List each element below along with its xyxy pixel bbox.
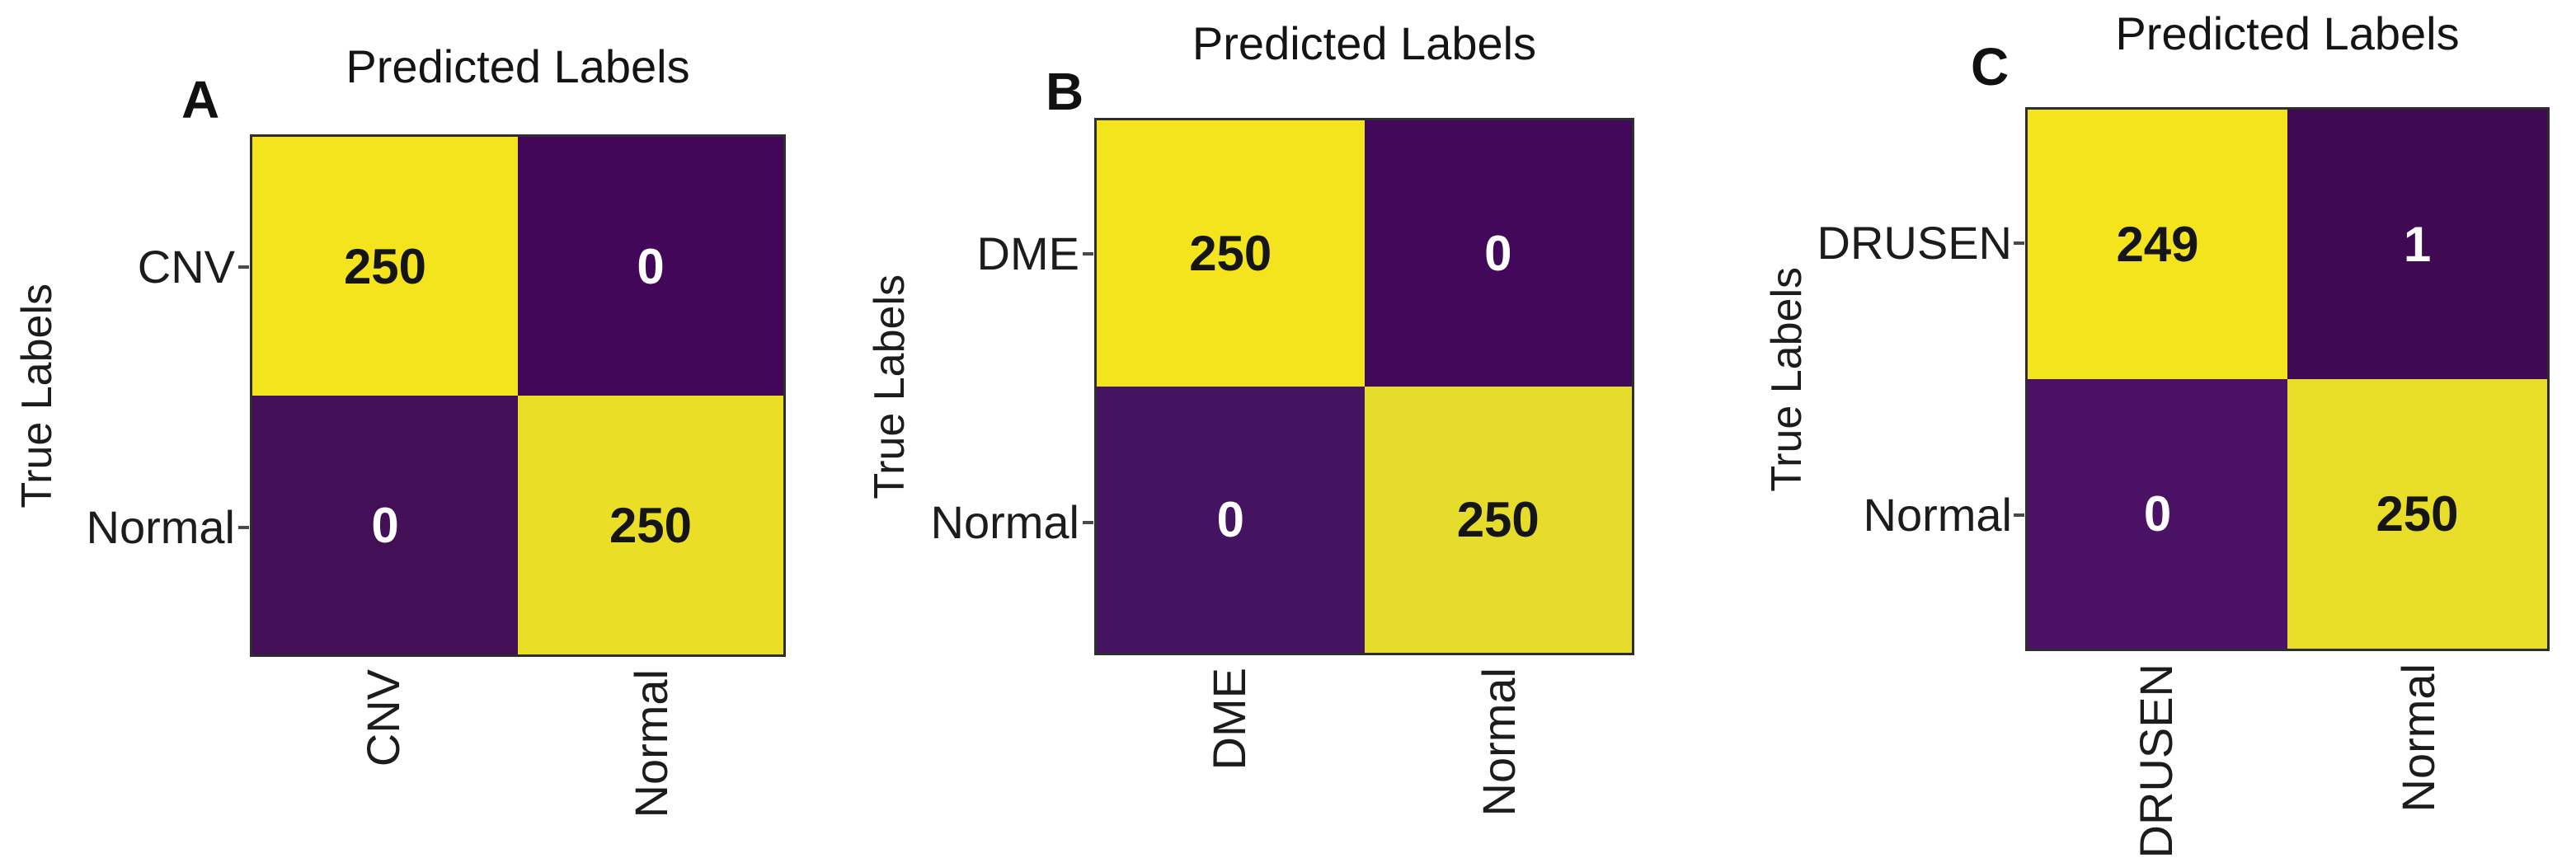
matrix-cell-false-positive: 0 <box>252 396 518 654</box>
matrix-cell-false-negative: 1 <box>2287 110 2547 379</box>
matrix-cell-false-positive: 0 <box>2028 379 2287 649</box>
panel-letter-a: A <box>181 70 220 129</box>
cell-value: 250 <box>2376 486 2459 542</box>
true-labels-text: True Labels <box>13 283 61 509</box>
tick-mark <box>1083 521 1093 524</box>
col-label-text: CNV <box>356 669 409 767</box>
cell-value: 0 <box>371 497 399 553</box>
panel-letter-b: B <box>1046 62 1084 121</box>
tick-mark <box>2014 513 2024 517</box>
matrix-cell-true-negative: 250 <box>1364 387 1632 653</box>
matrix-cell-false-negative: 0 <box>1364 120 1632 387</box>
confusion-matrix-panel-b: B Predicted Labels True Labels DME Norma… <box>866 0 1732 849</box>
matrix-cell-false-negative: 0 <box>518 137 783 396</box>
row-tick-label-drusen: DRUSEN <box>1817 217 2012 269</box>
cell-value: 250 <box>609 497 693 553</box>
true-labels-text: True Labels <box>866 274 914 499</box>
cell-value: 250 <box>1456 492 1539 547</box>
matrix-cell-true-negative: 250 <box>518 396 783 654</box>
true-labels-axis-label: True Labels <box>866 118 914 655</box>
cell-value: 250 <box>1189 226 1272 281</box>
cell-value: 249 <box>2116 217 2199 272</box>
tick-mark <box>238 526 249 529</box>
predicted-labels-title: Predicted Labels <box>1192 17 1537 69</box>
col-label-text: DME <box>1202 668 1255 771</box>
cell-value: 250 <box>343 238 427 294</box>
col-label-text: Normal <box>1472 668 1525 817</box>
confusion-matrix-panel-a: A Predicted Labels True Labels CNV Norma… <box>0 0 866 849</box>
predicted-labels-title: Predicted Labels <box>2115 7 2460 59</box>
row-tick-label-dme: DME <box>976 227 1079 279</box>
col-label-text: Normal <box>624 669 677 818</box>
col-tick-label-dme: DME <box>1200 668 1259 770</box>
col-tick-label-normal: Normal <box>1469 668 1529 816</box>
row-tick-label-normal: Normal <box>930 496 1079 548</box>
col-label-text: DRUSEN <box>2129 663 2182 858</box>
tick-mark <box>2014 241 2024 245</box>
cell-value: 0 <box>1216 492 1244 547</box>
matrix-cell-true-positive: 250 <box>1097 120 1365 387</box>
confusion-matrix-grid: 249 1 0 250 <box>2025 107 2550 651</box>
col-tick-label-drusen: DRUSEN <box>2127 663 2186 858</box>
cell-value: 0 <box>637 238 665 294</box>
col-tick-label-cnv: CNV <box>354 669 413 767</box>
confusion-matrix-grid: 250 0 0 250 <box>250 134 786 657</box>
col-label-text: Normal <box>2391 663 2444 813</box>
cell-value: 1 <box>2403 217 2432 272</box>
row-tick-label-normal: Normal <box>86 501 235 553</box>
tick-mark <box>1083 252 1093 256</box>
confusion-matrix-panel-c: C Predicted Labels True Labels DRUSEN No… <box>1732 0 2576 858</box>
true-labels-text: True Labels <box>1763 266 1811 492</box>
panel-letter-c: C <box>1971 37 2010 96</box>
row-tick-label-cnv: CNV <box>137 241 235 293</box>
matrix-cell-true-positive: 250 <box>252 137 518 396</box>
cell-value: 0 <box>2143 486 2172 542</box>
predicted-labels-title: Predicted Labels <box>346 40 690 92</box>
matrix-cell-true-positive: 249 <box>2028 110 2287 379</box>
col-tick-label-normal: Normal <box>622 669 681 818</box>
tick-mark <box>238 265 249 269</box>
matrix-cell-false-positive: 0 <box>1097 387 1365 653</box>
true-labels-axis-label: True Labels <box>1763 107 1811 651</box>
col-tick-label-normal: Normal <box>2389 663 2448 812</box>
true-labels-axis-label: True Labels <box>13 134 61 657</box>
row-tick-label-normal: Normal <box>1863 489 2012 541</box>
matrix-cell-true-negative: 250 <box>2287 379 2547 649</box>
confusion-matrix-grid: 250 0 0 250 <box>1094 118 1634 655</box>
cell-value: 0 <box>1484 226 1512 281</box>
